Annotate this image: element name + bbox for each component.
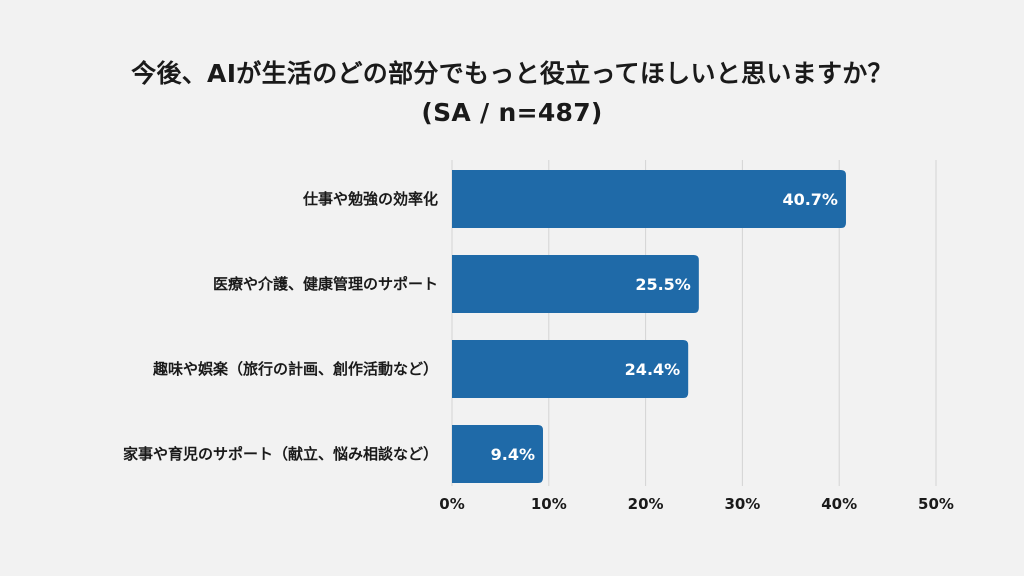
bar (452, 425, 543, 483)
bar (452, 255, 699, 313)
chart-title: 今後、AIが生活のどの部分でもっと役立ってほしいと思いますか？ (131, 59, 893, 88)
x-tick-label: 20% (628, 495, 664, 513)
chart-subtitle: (SA / n=487) (421, 98, 603, 127)
x-tick-label: 40% (821, 495, 857, 513)
x-tick-label: 50% (918, 495, 954, 513)
category-labels: 仕事や勉強の効率化医療や介護、健康管理のサポート趣味や娯楽（旅行の計画、創作活動… (123, 190, 438, 463)
bar (452, 340, 689, 398)
x-axis-tick-labels: 0% 10% 20% 30% 40% 50% (439, 495, 954, 513)
bar-value-label: 24.4% (625, 360, 681, 379)
bar-value-label: 9.4% (491, 445, 535, 464)
bar-value-label: 40.7% (782, 190, 838, 209)
category-label: 家事や育児のサポート（献立、悩み相談など） (123, 445, 438, 463)
category-label: 仕事や勉強の効率化 (302, 190, 438, 208)
category-label: 医療や介護、健康管理のサポート (213, 275, 438, 293)
x-tick-label: 0% (439, 495, 464, 513)
category-label: 趣味や娯楽（旅行の計画、創作活動など） (152, 360, 438, 378)
x-tick-label: 30% (724, 495, 760, 513)
bar (452, 170, 846, 228)
bar-value-label: 25.5% (635, 275, 691, 294)
bars: 40.7% 25.5% 24.4% 9.4% (452, 170, 846, 483)
x-tick-label: 10% (531, 495, 567, 513)
